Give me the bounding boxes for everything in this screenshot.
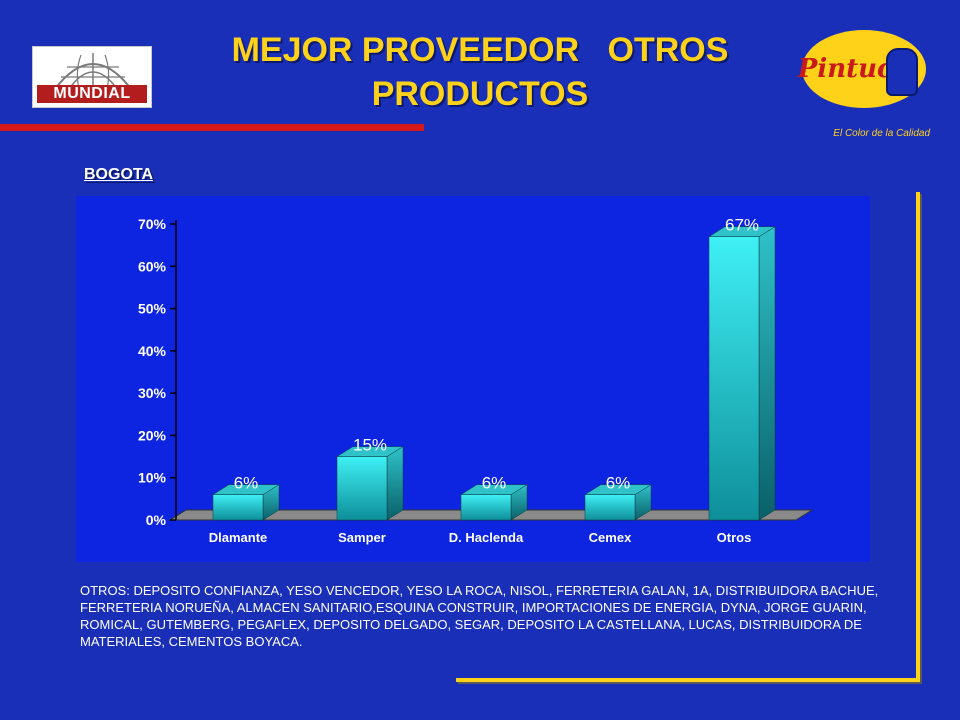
bar [460,494,512,521]
mundial-logo: MUNDIAL [32,46,152,108]
y-tick-label: 10% [138,470,167,486]
y-tick-label: 60% [138,258,167,274]
chart-panel: 0% 10% 20% 30% 40% 50% 60% 70% 6% Dlamante 15% Samp… [76,196,870,562]
data-label: 15% [353,436,387,455]
globe-icon [54,53,132,90]
x-tick-label: Otros [717,530,752,545]
mundial-logo-text: MUNDIAL [37,85,147,103]
page-title-line-1: MEJOR PROVEEDOR OTROS [231,31,729,69]
x-tick-label: Dlamante [209,530,268,545]
data-label: 6% [606,474,631,493]
bar-side [758,226,776,521]
x-tick-label: Cemex [589,530,632,545]
bar-chart: 0% 10% 20% 30% 40% 50% 60% 70% 6% Dlamante 15% Samp… [138,216,814,545]
frame-line-vertical [916,192,920,682]
x-tick-label: D. Haclenda [449,530,524,545]
y-tick-label: 20% [138,427,167,443]
bar-side [386,446,404,521]
section-label: BOGOTA [84,166,154,183]
frame-line-horizontal [456,678,920,682]
x-tick-label: Samper [338,530,386,545]
page-title-line-2: PRODUCTOS [371,75,589,113]
bar [584,494,636,521]
painter-mascot-icon [886,48,918,96]
y-tick-label: 0% [146,512,167,528]
pintuco-tagline: El Color de la Calidad [833,128,930,139]
pintuco-logo: Pintuco El Color de la Calidad [798,30,938,139]
bar [212,494,264,521]
red-divider [0,124,424,131]
bar [336,456,388,521]
bar [708,236,760,521]
others-note: OTROS: DEPOSITO CONFIANZA, YESO VENCEDOR… [80,583,879,649]
y-tick-label: 50% [138,301,167,317]
y-tick-label: 30% [138,385,167,401]
data-label: 6% [482,474,507,493]
page-title: MEJOR PROVEEDOR OTROS PRODUCTOS [180,28,780,116]
data-label: 6% [234,474,259,493]
y-tick-label: 70% [138,216,167,232]
y-tick-label: 40% [138,343,167,359]
data-label: 67% [725,216,759,235]
